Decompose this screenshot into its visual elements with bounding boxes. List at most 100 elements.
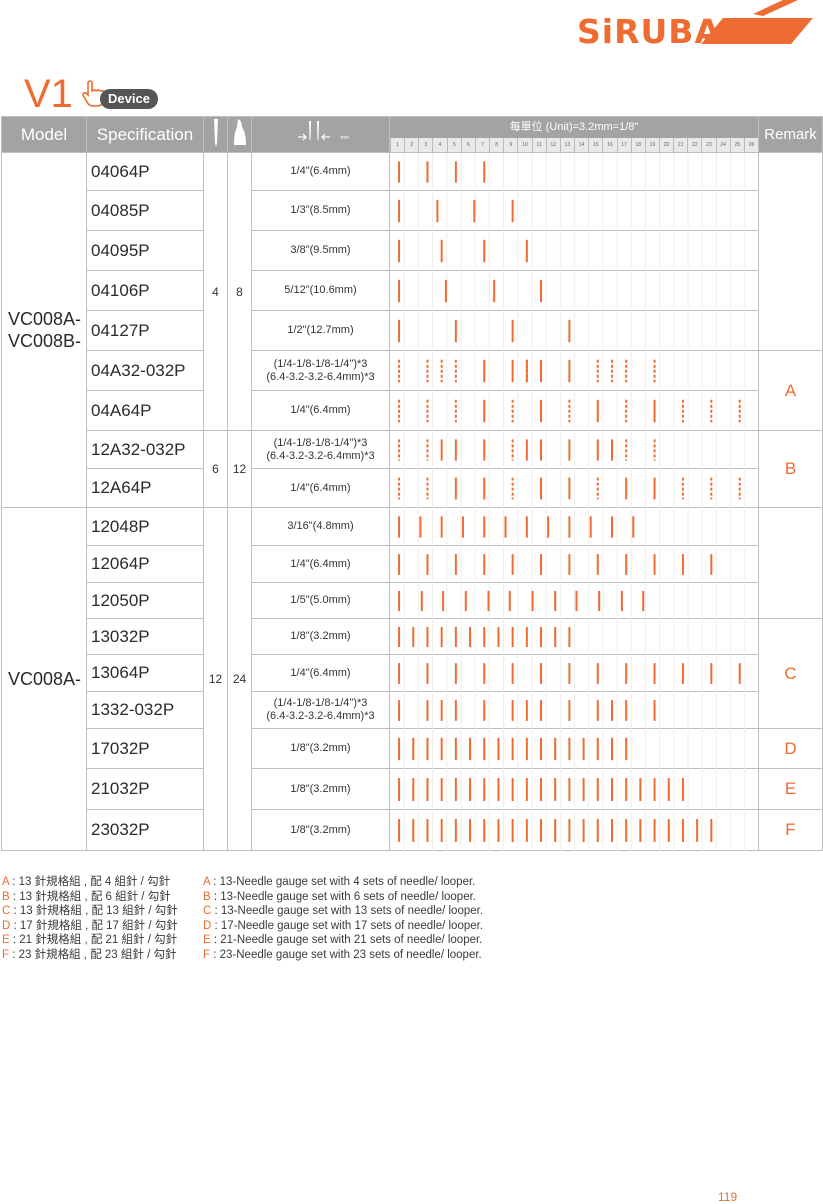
needle-position-chart	[398, 391, 746, 431]
needle-position-chart	[398, 351, 746, 391]
remark-cell: C	[758, 618, 823, 729]
table-row: 12A32-032P 6 12 (1/4-1/8-1/8-1/4")*3 (6.4-3.…	[2, 430, 823, 508]
gauge-cell: 1/5"(5.0mm)	[251, 582, 390, 619]
note-letter: D	[2, 919, 11, 932]
gauge-cell: 1/8"(3.2mm)	[251, 768, 390, 810]
unit-number: 14	[574, 138, 588, 152]
table-row: 13032P 1/8"(3.2mm) C	[2, 618, 823, 729]
looper-icon	[233, 119, 246, 145]
note-letter: C	[203, 905, 212, 918]
needle-position-grid	[389, 230, 759, 271]
unit-number: 5	[446, 138, 461, 152]
unit-number: 4	[432, 138, 446, 152]
gauge-cell: (1/4-1/8-1/8-1/4")*3 (6.4-3.2-3.2-6.4mm)*…	[251, 430, 390, 469]
needle-position-chart	[398, 729, 746, 769]
unit-number: 2	[404, 138, 418, 152]
spec-cell: 12064P	[86, 545, 204, 583]
header-gauge: mm	[251, 116, 390, 153]
needle-count: 4	[203, 152, 228, 431]
table-row: 12064P 1/4"(6.4mm)	[2, 545, 823, 583]
unit-number: 20	[658, 138, 673, 152]
unit-number: 22	[687, 138, 701, 152]
needle-position-grid	[389, 390, 759, 431]
header-unit-scale: 每單位 (Unit)=3.2mm=1/8" 1 2 3 4 5 6 7 8 9 10 11 12 13 1…	[389, 116, 759, 153]
header-needle	[203, 116, 228, 153]
remark-cell: B	[758, 430, 823, 508]
table-row: 04A64P 1/4"(6.4mm)	[2, 390, 823, 431]
note-text: : 13 針規格組 , 配 4 組針 / 勾針	[9, 876, 171, 888]
looper-count: 8	[227, 152, 252, 431]
spec-cell: 12A64P	[86, 468, 204, 508]
spec-cell: 21032P	[86, 768, 204, 810]
note-line: A : 13 針規格組 , 配 4 組針 / 勾針	[2, 875, 178, 890]
unit-number: 15	[588, 138, 602, 152]
needle-position-grid	[389, 582, 759, 619]
remark-cell: D	[758, 728, 823, 769]
model-cell: VC008A-	[1, 507, 87, 851]
unit-number: 8	[489, 138, 503, 152]
gauge-cell: 1/8"(3.2mm)	[251, 728, 390, 769]
remark-cell: F	[758, 809, 823, 851]
unit-number: 9	[503, 138, 517, 152]
gauge-cell: 3/16"(4.8mm)	[251, 507, 390, 546]
spec-cell: 04085P	[86, 190, 204, 231]
unit-number: 6	[460, 138, 475, 152]
note-text: : 13-Needle gauge set with 4 sets of nee…	[210, 876, 476, 888]
remark-cell	[758, 507, 823, 619]
unit-number: 3	[418, 138, 432, 152]
note-letter: A	[2, 876, 10, 888]
spec-cell: 04095P	[86, 230, 204, 271]
needle-icon	[213, 119, 218, 147]
header-looper	[227, 116, 252, 153]
needle-position-grid	[389, 270, 759, 311]
table-row: 13064P 1/4"(6.4mm)	[2, 654, 823, 692]
needle-gauge-icon	[298, 121, 331, 141]
table-row: 04A32-032P (1/4-1/8-1/8-1/4")*3 (6.4-3.2-3…	[2, 350, 823, 431]
note-letter: A	[203, 876, 211, 888]
note-line: D : 17 針規格組 , 配 17 組針 / 勾針	[2, 919, 178, 934]
note-line: E : 21-Needle gauge set with 21 sets of …	[203, 933, 483, 948]
brand-name: SiRUBA	[577, 12, 721, 51]
needle-position-grid	[389, 507, 759, 546]
note-line: C : 13-Needle gauge set with 13 sets of …	[203, 904, 483, 919]
table-row: 04106P 5/12"(10.6mm)	[2, 270, 823, 311]
note-text: : 23 針規格組 , 配 23 組針 / 勾針	[9, 948, 177, 961]
gauge-cell: 1/4"(6.4mm)	[251, 468, 390, 508]
note-line: C : 13 針規格組 , 配 13 組針 / 勾針	[2, 904, 178, 919]
note-line: B : 13-Needle gauge set with 6 sets of n…	[203, 890, 483, 905]
note-line: D : 17-Needle gauge set with 17 sets of …	[203, 919, 483, 934]
brand-stripe-graphic	[701, 0, 813, 44]
unit-number: 25	[729, 138, 744, 152]
spec-cell: 12050P	[86, 582, 204, 619]
header-model: Model	[1, 116, 87, 153]
needle-position-chart	[398, 583, 746, 619]
needle-position-chart	[398, 769, 746, 810]
gauge-cell: 1/3"(8.5mm)	[251, 190, 390, 231]
needle-position-chart	[398, 469, 746, 508]
note-line: F : 23 針規格組 , 配 23 組針 / 勾針	[2, 948, 178, 963]
needle-count: 6	[203, 430, 228, 508]
unit-number: 18	[630, 138, 645, 152]
remark-cell: A	[758, 350, 823, 431]
header-specification: Specification	[86, 116, 204, 153]
spec-cell: 04106P	[86, 270, 204, 311]
page-title: V1	[24, 72, 73, 116]
brand-logo: SiRUBA	[453, 0, 813, 51]
needle-position-chart	[398, 508, 746, 546]
spec-cell: 04127P	[86, 310, 204, 351]
needle-position-grid	[389, 430, 759, 469]
table-row: VC008A- VC008B- 04064P 4 8 1/4"(6.4mm)	[1, 152, 823, 508]
table-row: 23032P 1/8"(3.2mm) F	[2, 809, 823, 851]
note-letter: F	[2, 948, 10, 961]
needle-position-grid	[389, 618, 759, 655]
needle-position-chart	[398, 692, 746, 729]
note-line: F : 23-Needle gauge set with 23 sets of …	[203, 948, 483, 963]
needle-count: 12	[203, 507, 228, 851]
needle-position-grid	[389, 310, 759, 351]
needle-position-chart	[398, 311, 746, 351]
looper-count: 24	[227, 507, 252, 851]
spec-cell: 17032P	[86, 728, 204, 769]
needle-position-chart	[398, 431, 746, 469]
unit-number: 11	[531, 138, 546, 152]
spec-cell: 1332-032P	[86, 691, 204, 729]
